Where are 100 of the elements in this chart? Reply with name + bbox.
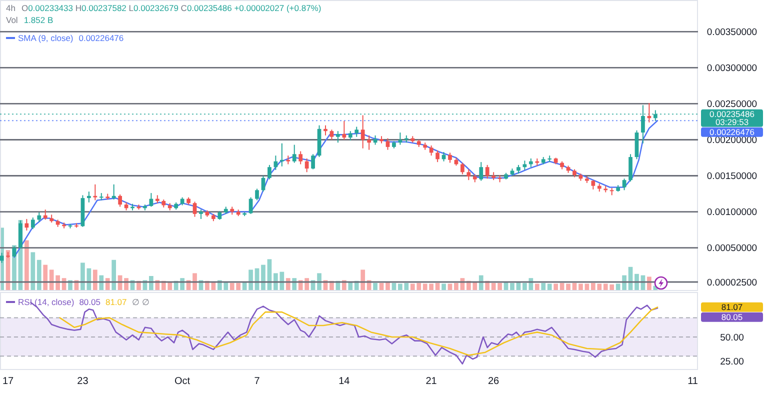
candlestick bbox=[460, 162, 464, 175]
candlestick bbox=[448, 152, 452, 164]
bar bbox=[68, 280, 72, 290]
y-tick-label: 0.00100000 bbox=[706, 207, 758, 218]
candlestick bbox=[268, 164, 272, 180]
bar bbox=[248, 270, 253, 290]
bar bbox=[442, 284, 446, 290]
bar bbox=[647, 276, 652, 290]
bar bbox=[566, 284, 570, 290]
candlestick bbox=[398, 132, 402, 146]
bar bbox=[242, 282, 247, 290]
bar bbox=[541, 283, 546, 290]
candlestick bbox=[112, 184, 116, 200]
bar bbox=[112, 260, 116, 290]
bar bbox=[292, 278, 297, 290]
candlestick bbox=[255, 188, 259, 201]
bar bbox=[578, 284, 583, 290]
candlestick bbox=[485, 164, 490, 180]
y-tick-label: 0.00002500 bbox=[706, 277, 758, 288]
bar bbox=[498, 283, 502, 290]
legend-label: RSI (14, close) bbox=[18, 297, 74, 307]
bar bbox=[392, 283, 396, 290]
x-tick-label: 17 bbox=[2, 376, 14, 387]
x-tick-label: 11 bbox=[688, 376, 698, 387]
bar bbox=[373, 283, 378, 290]
annotation: 0.00226476 bbox=[78, 33, 124, 43]
x-tick-label: 21 bbox=[426, 376, 438, 387]
legend-label: SMA (9, close) bbox=[18, 33, 74, 43]
y-tick-label: 0.00150000 bbox=[706, 171, 758, 182]
candlestick bbox=[93, 184, 98, 201]
y-tick-label: 0.00200000 bbox=[706, 135, 758, 146]
candlestick bbox=[386, 138, 390, 150]
x-tick-label: Oct bbox=[174, 376, 190, 387]
candlestick bbox=[192, 201, 197, 218]
chart-title: 4h bbox=[6, 3, 16, 13]
candlestick bbox=[330, 129, 334, 140]
bar bbox=[105, 278, 110, 290]
candlestick bbox=[336, 130, 340, 144]
candlestick bbox=[280, 142, 284, 167]
candlestick bbox=[429, 145, 434, 156]
bar bbox=[634, 274, 639, 290]
annotation: ∅ ∅ bbox=[132, 297, 150, 307]
y-tick-label: 0.00050000 bbox=[706, 243, 758, 254]
y-tick-label: 0.00350000 bbox=[706, 27, 758, 38]
candlestick bbox=[348, 130, 352, 141]
bar bbox=[560, 283, 564, 290]
bar bbox=[616, 284, 620, 290]
candlestick bbox=[591, 180, 596, 190]
bar bbox=[386, 282, 390, 290]
bar bbox=[155, 280, 160, 290]
candlestick bbox=[298, 150, 303, 165]
candlestick bbox=[479, 162, 484, 182]
bar bbox=[547, 284, 552, 290]
text: 81.07 bbox=[721, 302, 743, 312]
candlestick bbox=[118, 194, 122, 208]
bar bbox=[30, 252, 36, 290]
text: 80.05 bbox=[721, 312, 743, 322]
y-tick-label: 50.00 bbox=[720, 332, 744, 344]
bar bbox=[149, 276, 154, 290]
ref-line-label: 0.00235486 bbox=[710, 109, 755, 120]
chart-title: Vol bbox=[6, 15, 18, 25]
candlestick bbox=[37, 212, 42, 222]
bar bbox=[360, 270, 366, 290]
x-tick-label: 7 bbox=[254, 376, 260, 387]
bar bbox=[622, 275, 626, 290]
bar bbox=[504, 282, 508, 290]
text: O0.00233433 H0.00237582 L0.00232679 C0.00235486 +0.00002027 (+0.87%) bbox=[21, 3, 322, 13]
candlestick bbox=[311, 154, 315, 170]
y-tick-label: 25.00 bbox=[720, 356, 744, 368]
x-tick-label: 26 bbox=[488, 376, 500, 387]
bar bbox=[478, 275, 484, 290]
bar bbox=[136, 280, 141, 290]
candlestick bbox=[354, 126, 359, 138]
x-tick-label: 14 bbox=[338, 376, 350, 387]
candlestick bbox=[628, 154, 632, 182]
bar bbox=[510, 283, 514, 290]
bar bbox=[379, 283, 384, 290]
bar bbox=[435, 283, 440, 290]
candlestick bbox=[292, 144, 296, 164]
candlestick bbox=[622, 178, 626, 191]
bar bbox=[286, 278, 290, 290]
bar bbox=[124, 278, 128, 290]
candlestick bbox=[522, 160, 527, 170]
bar bbox=[454, 283, 458, 290]
candlestick bbox=[436, 150, 440, 163]
bar bbox=[24, 240, 29, 290]
annotation: 81.07 bbox=[105, 297, 128, 307]
candlestick bbox=[324, 124, 328, 136]
candlestick bbox=[367, 134, 371, 150]
bar bbox=[348, 282, 353, 290]
bar bbox=[448, 284, 452, 290]
bar bbox=[485, 280, 490, 290]
text: 03:29:53 bbox=[715, 117, 749, 128]
bar bbox=[342, 280, 346, 290]
y-tick-label: 0.00250000 bbox=[706, 99, 758, 110]
bar bbox=[330, 280, 334, 290]
candlestick bbox=[30, 217, 35, 230]
bar bbox=[43, 264, 48, 290]
x-tick-label: 23 bbox=[77, 376, 89, 387]
bar bbox=[534, 284, 540, 290]
